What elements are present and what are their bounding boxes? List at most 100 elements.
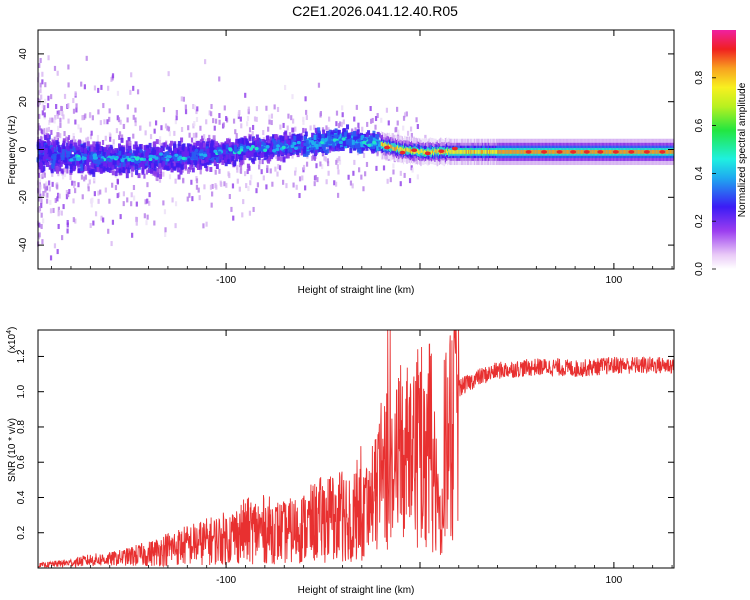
spectrogram-cell (269, 168, 272, 174)
spectrogram-cell (225, 144, 229, 150)
spectrogram-band-cell (653, 149, 655, 154)
spectrogram-cell (118, 157, 122, 163)
spectrogram-cell (224, 157, 228, 163)
spectrogram-peak (174, 153, 179, 157)
spectrogram-cell (74, 218, 77, 224)
spectrogram-cell (49, 117, 52, 123)
spectrogram-cell (215, 164, 219, 170)
spectrogram-cell (244, 92, 247, 98)
spectrogram-cell (177, 143, 181, 149)
spectrogram-band-cell (484, 149, 486, 154)
spectrogram-cell (132, 184, 136, 190)
spectrogram-cell (80, 165, 84, 171)
spectrogram-cell (81, 115, 84, 121)
spectrogram-cell (114, 185, 118, 191)
spectrogram-cell (54, 114, 57, 120)
spectrogram-cell (116, 148, 120, 154)
spectrogram-cell (132, 150, 136, 156)
spectrogram-cell (195, 141, 199, 147)
spectrogram-cell (90, 202, 93, 208)
spectrogram-cell (169, 140, 173, 146)
spectrogram-band-cell (576, 149, 578, 154)
spectrogram-cell (214, 169, 217, 175)
spectrogram-cell (99, 168, 103, 174)
spectrogram-cell (190, 162, 194, 168)
spectrogram-cell (123, 158, 127, 164)
spectrogram-cell (258, 164, 261, 170)
spectrogram-cell (190, 157, 194, 163)
spectrogram-cell (235, 133, 238, 139)
spectrogram-cell (86, 158, 90, 164)
spectrogram-cell (241, 212, 244, 218)
spectrogram-cell (310, 148, 314, 154)
spectrogram-cell (203, 184, 206, 190)
spectrogram-cell (167, 71, 170, 77)
spectrogram-cell (399, 170, 402, 176)
spectrogram-cell (180, 137, 184, 143)
spectrogram-cell (304, 96, 307, 102)
spectrogram-cell (416, 124, 419, 130)
spectrogram-cell (324, 156, 327, 162)
spectrogram-cell (190, 137, 194, 143)
spectrogram-cell (164, 123, 168, 129)
spectrogram-cell (374, 134, 378, 140)
spectrogram-cell (201, 158, 205, 164)
spectrogram-cell (336, 157, 339, 163)
spectrogram-cell (82, 140, 85, 146)
spectrogram-cell (135, 220, 138, 226)
spectrogram-band-cell (668, 149, 670, 154)
spectrogram-peak (99, 158, 104, 162)
spectrogram-cell (84, 148, 88, 154)
spectrogram-band-cell (539, 149, 541, 154)
spectrogram-cell (42, 165, 46, 171)
spectrogram-cell (53, 65, 57, 71)
spectrogram-cell (100, 215, 103, 221)
spectrogram-cell (184, 163, 188, 169)
spectrogram-cell (141, 162, 145, 168)
spectrogram-cell (47, 140, 51, 146)
spectrogram-cell (51, 171, 54, 177)
spectrogram-cell (228, 173, 231, 179)
spectrogram-cell (78, 139, 82, 145)
spectrogram-band-cell (512, 149, 514, 154)
spectrogram-band-cell (400, 147, 402, 151)
spectrogram-cell (92, 220, 95, 226)
spectrogram-cell (238, 186, 241, 192)
spectrogram-cell (166, 125, 169, 131)
spectrogram-cell (327, 170, 330, 176)
spectrogram-cell (65, 189, 69, 195)
spectrogram-cell (209, 152, 213, 158)
spectrogram-band-cell (459, 149, 462, 154)
spectrogram-hot-spot (643, 150, 650, 154)
spectrogram-cell (256, 182, 260, 188)
spectrogram-cell (358, 148, 362, 154)
spectrogram-cell (106, 119, 109, 125)
spectrogram-cell (326, 148, 330, 154)
spectrogram-cell (45, 198, 49, 204)
spectrogram-cell (91, 162, 95, 168)
spectrogram-cell (360, 148, 364, 154)
spectrogram-cell (209, 149, 213, 155)
spectrogram-cell (144, 151, 148, 157)
spectrogram-cell (248, 127, 252, 133)
spectrogram-cell (279, 135, 283, 141)
spectrogram-cell (213, 143, 217, 149)
spectrogram-cell (357, 122, 360, 128)
spectrogram-cell (218, 76, 221, 82)
spectrogram-cell (128, 145, 132, 151)
spectrogram-cell (304, 128, 307, 134)
spectrogram-cell (116, 193, 119, 199)
spectrogram-cell (43, 134, 47, 140)
spectrogram-cell (304, 185, 307, 191)
spectrogram-cell (62, 114, 65, 120)
spectrogram-cell (43, 105, 46, 111)
spectrogram-cell (209, 166, 213, 172)
spectrogram-cell (118, 150, 122, 156)
spectrogram-cell (109, 136, 112, 142)
spectrogram-peak (272, 149, 277, 153)
spectrogram-cell (189, 146, 193, 152)
spectrogram-cell (126, 104, 129, 110)
spectrogram-cell (317, 82, 321, 88)
spectrogram-cell (126, 117, 129, 123)
spectrogram-cell (149, 134, 153, 140)
